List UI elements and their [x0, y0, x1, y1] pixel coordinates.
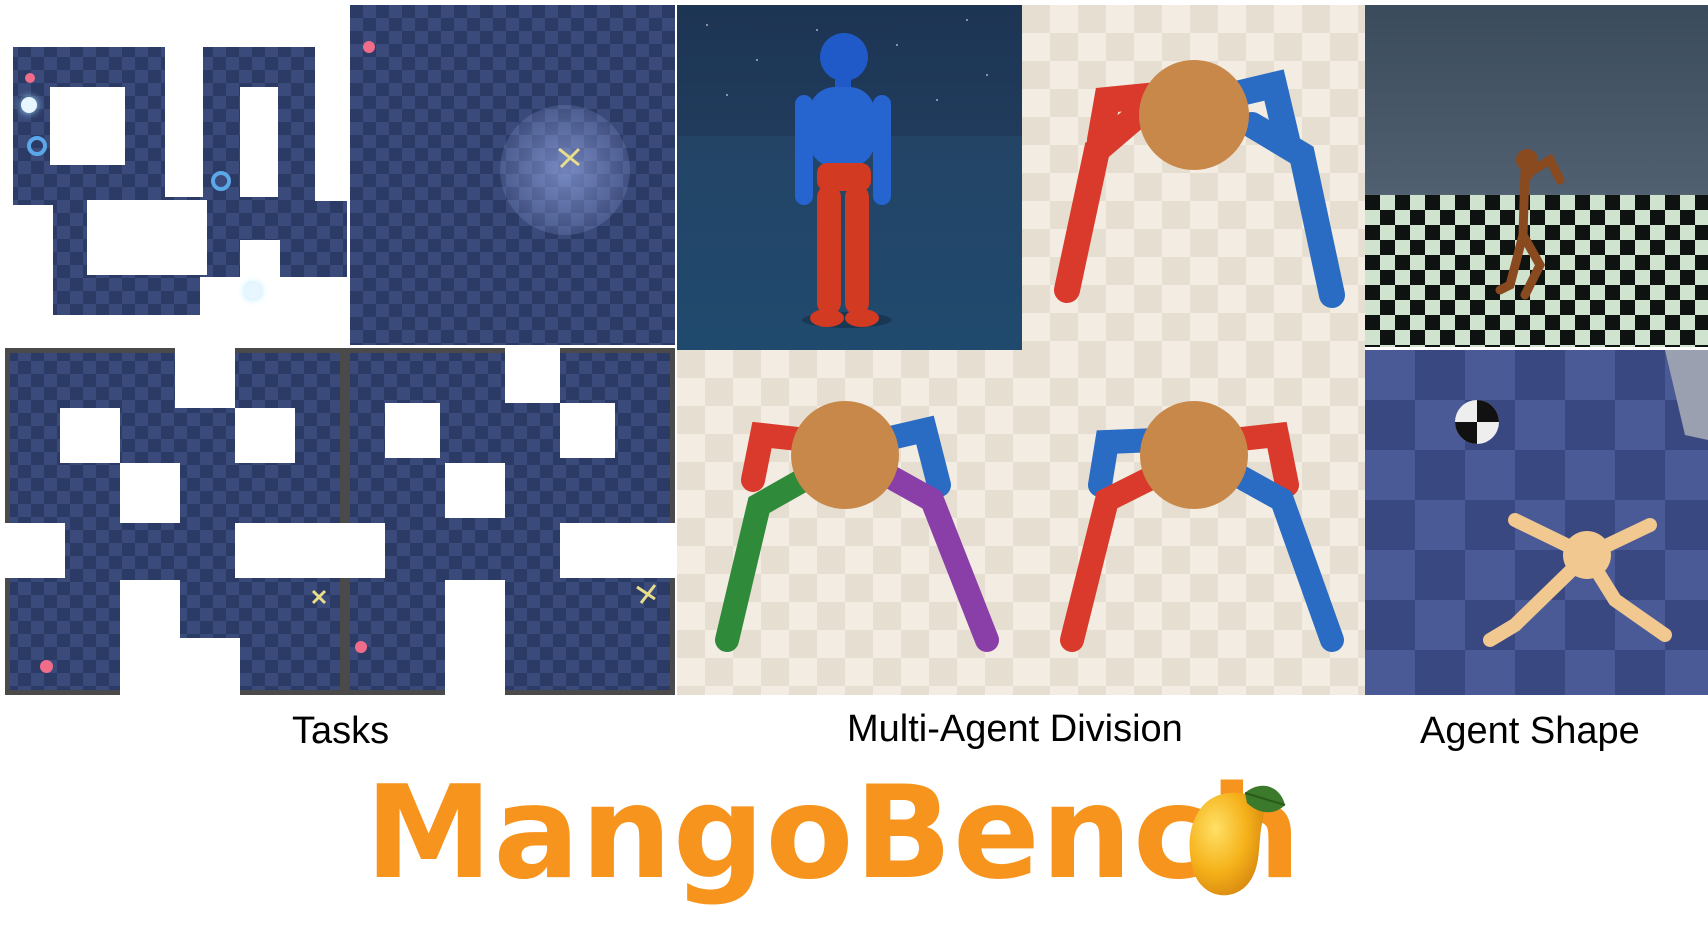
ant-agent-icon — [310, 588, 328, 606]
star-agent-icon — [1483, 513, 1672, 647]
humanoid-figure-icon — [1495, 149, 1565, 300]
goal-dot — [21, 97, 37, 113]
goal-dot — [245, 283, 261, 299]
ant-agent-icon — [557, 145, 581, 169]
mango-icon — [1175, 775, 1295, 905]
caption-tasks: Tasks — [292, 710, 390, 752]
ant-robot-icon — [1054, 60, 1345, 308]
subgoal-ring — [27, 136, 47, 156]
ant-panel-bottom-left — [677, 350, 1022, 695]
caption-agent-shape: Agent Shape — [1420, 710, 1640, 752]
arena-panel — [350, 5, 675, 345]
maze-panel-top-left — [5, 5, 347, 345]
ant-panel-bottom-right — [1022, 350, 1365, 695]
target-dot — [363, 41, 375, 53]
ant-agent-icon — [635, 583, 657, 605]
shape-panel-top — [1365, 5, 1708, 347]
humanoid-robot-icon — [706, 19, 988, 328]
maze-panel-bottom-right — [345, 348, 675, 695]
shape-panel-bottom — [1365, 350, 1708, 695]
ant-robot-icon — [1060, 401, 1344, 652]
agent-marker — [25, 73, 35, 83]
ant-robot-icon — [715, 401, 999, 652]
page-title: MangoBench — [365, 759, 1302, 908]
caption-division: Multi-Agent Division — [847, 708, 1183, 750]
ball-icon — [1455, 350, 1708, 444]
ant-panel-top — [1022, 5, 1365, 350]
target-dot — [40, 660, 53, 673]
target-dot — [355, 641, 367, 653]
subgoal-ring — [211, 171, 231, 191]
maze-panel-bottom-left — [5, 348, 345, 695]
humanoid-panel — [677, 5, 1022, 350]
